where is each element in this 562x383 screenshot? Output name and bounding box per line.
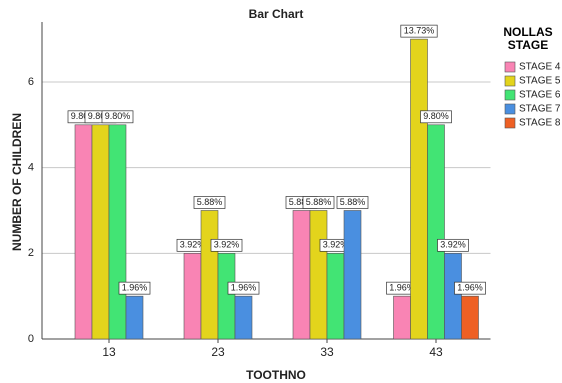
data-label: 13.73% [404,26,435,36]
y-tick-label: 0 [28,333,34,345]
bar [309,210,328,340]
legend-swatch [504,75,516,87]
bar [125,295,144,340]
data-label: 9.80% [88,111,114,121]
bar [393,295,411,340]
x-tick-label: 43 [429,345,443,359]
x-tick-label: 23 [211,345,225,359]
data-label-box [336,196,369,209]
data-label-box [193,196,226,209]
x-tick-label: 13 [102,345,116,359]
data-label-box [454,281,486,295]
data-label: 5.88% [289,197,315,207]
data-label: 3.92% [323,240,349,250]
bar [74,124,93,340]
data-label-box [227,281,260,295]
data-label: 5.88% [306,197,332,207]
legend-swatch [504,103,516,115]
bar [410,38,428,340]
bar [444,253,462,340]
legend-title: NOLLAS STAGE [503,25,553,52]
legend-label: STAGE 4 [519,62,561,73]
data-label-box [437,238,469,252]
bar [183,253,202,340]
data-label-box [118,281,151,295]
data-label-box [101,110,134,124]
bar [217,253,236,340]
data-label: 5.88% [340,197,366,207]
y-tick-label: 2 [28,247,34,259]
data-label-box [420,110,452,124]
x-axis-label: TOOTHNO [246,368,306,382]
y-tick-label: 4 [28,162,34,174]
bar [200,210,219,340]
chart-title: Bar Chart [249,7,304,21]
bar [91,124,110,340]
x-tick-label: 33 [320,345,334,359]
data-label: 5.88% [197,197,223,207]
bar [234,295,253,340]
legend-swatch [504,117,516,129]
legend-label: STAGE 7 [519,104,561,115]
data-label: 3.92% [214,240,240,250]
bar [326,253,345,340]
data-label: 1.96% [231,283,257,293]
y-tick-label: 6 [28,76,34,88]
data-label: 3.92% [440,240,466,250]
data-label: 9.80% [105,111,131,121]
legend-label: STAGE 6 [519,90,561,101]
data-label: 1.96% [457,283,483,293]
data-label-box [302,196,335,209]
y-axis-label: NUMBER OF CHILDREN [10,113,24,251]
data-label: 9.80% [423,111,449,121]
data-label-box [400,24,438,38]
data-label-box [210,238,243,252]
legend-swatch [504,89,516,101]
data-label: 1.96% [122,283,148,293]
bar [461,295,479,340]
data-label: 1.96% [389,283,415,293]
bar [292,210,311,340]
bar [108,124,127,340]
bar [343,210,362,340]
bar [427,124,445,340]
legend-label: STAGE 5 [519,76,561,87]
data-label: 9.80% [71,111,97,121]
data-label: 3.92% [180,240,206,250]
legend-label: STAGE 8 [519,118,561,129]
legend-swatch [504,61,516,73]
